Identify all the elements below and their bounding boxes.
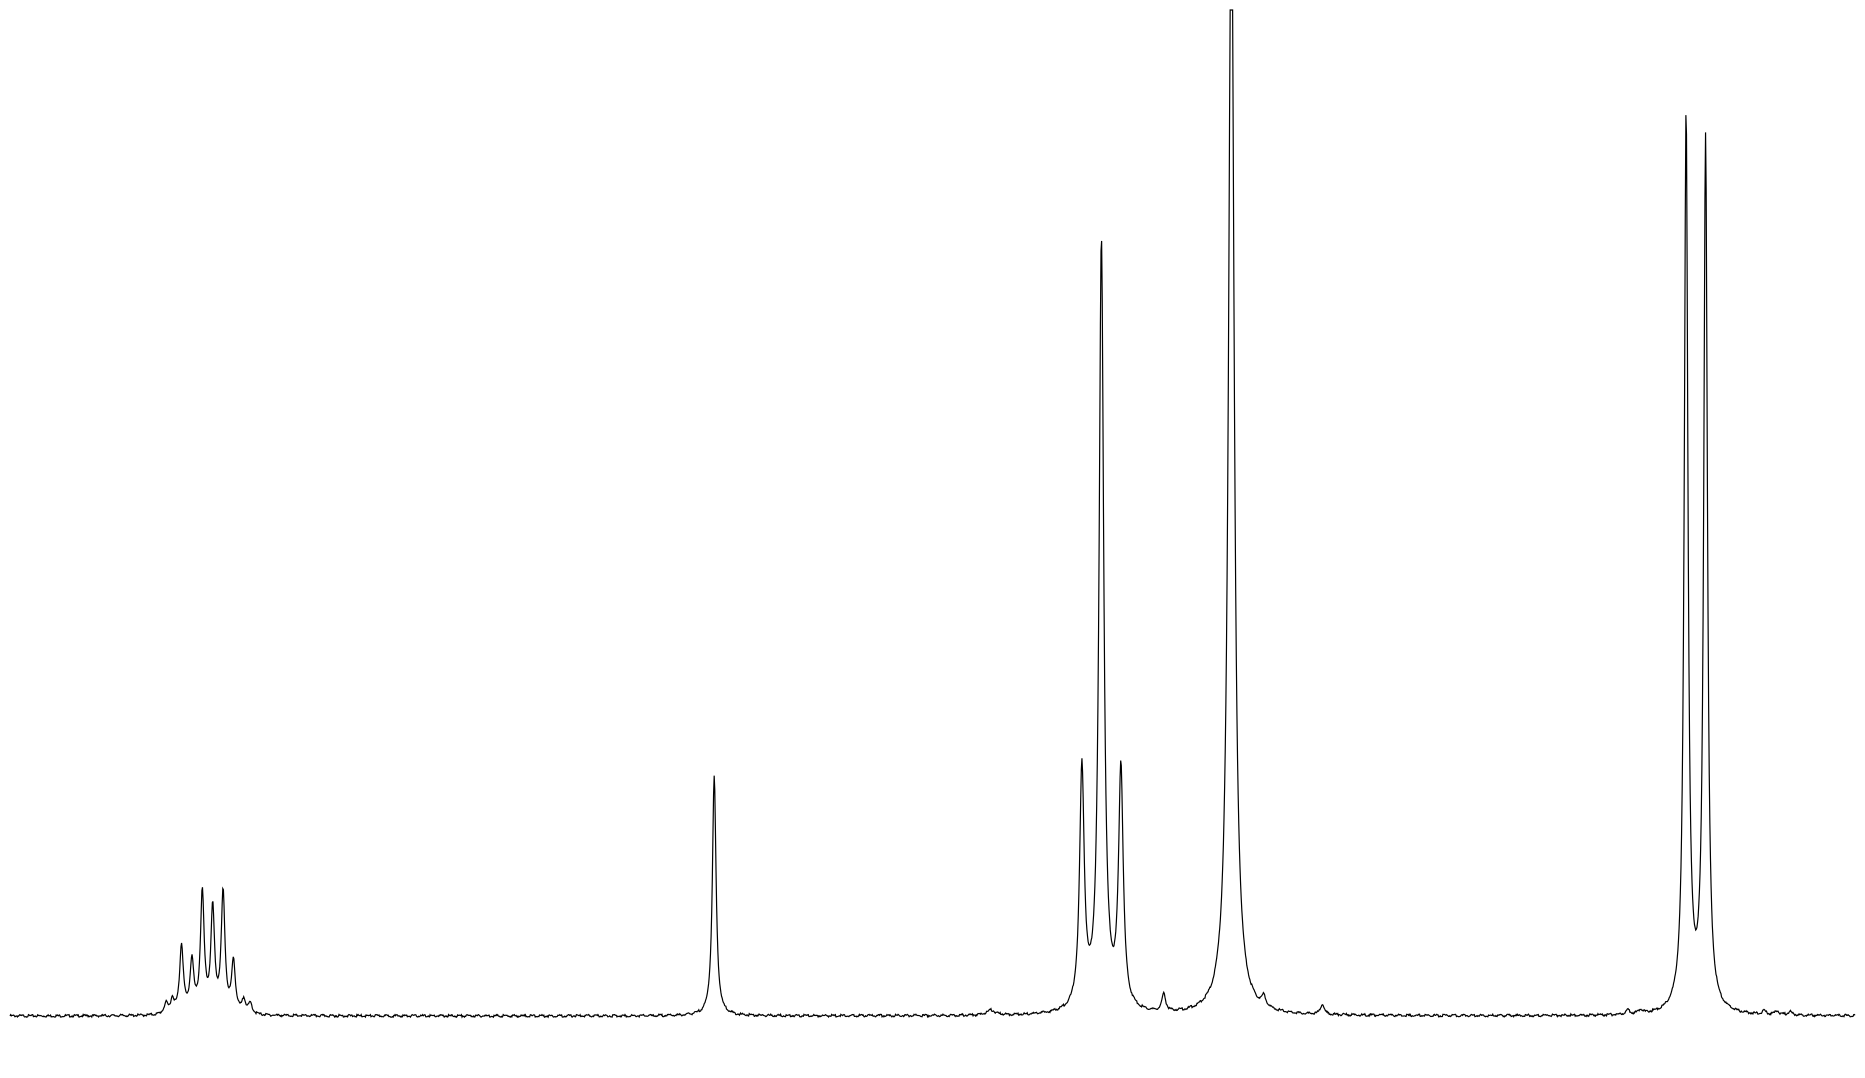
spectrum-trace — [9, 9, 1856, 1019]
